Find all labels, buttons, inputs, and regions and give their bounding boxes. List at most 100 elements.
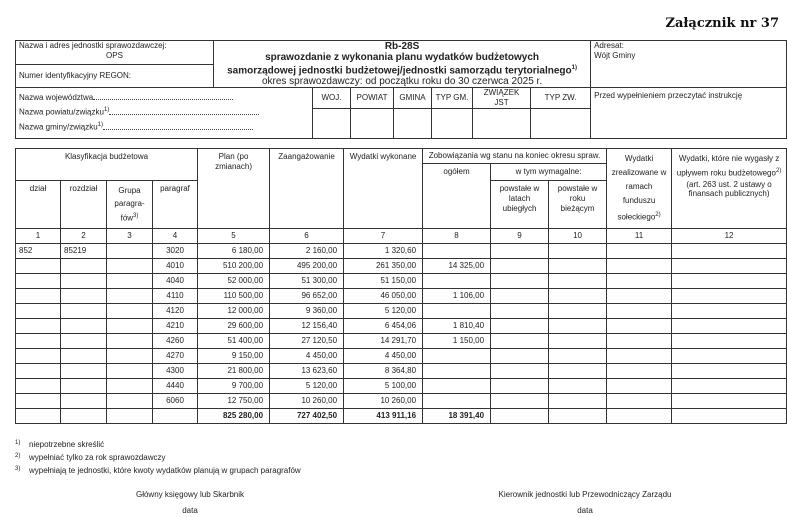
- cell-prior-years[interactable]: [490, 393, 550, 409]
- cell-solecki-fund[interactable]: [606, 333, 673, 349]
- regon-field[interactable]: Numer identyfikacyjny REGON:: [15, 64, 214, 89]
- cell-current-year[interactable]: [548, 393, 608, 409]
- cell-prior-years[interactable]: [490, 318, 550, 334]
- cell-liabilities-total[interactable]: [422, 348, 492, 364]
- cell-expenses[interactable]: 51 150,00: [343, 273, 424, 289]
- cell-liabilities-total[interactable]: 1 150,00: [422, 333, 492, 349]
- cell-solecki-fund[interactable]: [606, 318, 673, 334]
- cell-non-expiring[interactable]: [671, 258, 787, 274]
- cell-dzial[interactable]: 852: [15, 243, 61, 259]
- cell-rozdzial[interactable]: [60, 288, 107, 304]
- cell-non-expiring[interactable]: [671, 378, 787, 394]
- code-gmina-input[interactable]: [393, 108, 432, 140]
- cell-paragraf[interactable]: 4210: [151, 318, 199, 334]
- cell-dzial[interactable]: [15, 318, 61, 334]
- unit-name-field[interactable]: Nazwa i adres jednostki sprawozdawczej: O…: [15, 39, 214, 66]
- cell-plan[interactable]: 12 000,00: [197, 303, 271, 319]
- cell-paragraf[interactable]: 4010: [151, 258, 199, 274]
- cell-current-year[interactable]: [548, 303, 608, 319]
- cell-non-expiring[interactable]: [671, 318, 787, 334]
- cell-plan[interactable]: 52 000,00: [197, 273, 271, 289]
- cell-plan[interactable]: 9 700,00: [197, 378, 271, 394]
- cell-current-year[interactable]: [548, 288, 608, 304]
- cell-prior-years[interactable]: [490, 348, 550, 364]
- cell-paragraf[interactable]: 4040: [151, 273, 199, 289]
- cell-rozdzial[interactable]: [60, 378, 107, 394]
- cell-solecki-fund[interactable]: [606, 408, 673, 424]
- cell-plan[interactable]: 29 600,00: [197, 318, 271, 334]
- cell-group[interactable]: [106, 243, 153, 259]
- cell-commitment[interactable]: 495 200,00: [269, 258, 345, 274]
- cell-non-expiring[interactable]: [671, 303, 787, 319]
- cell-group[interactable]: [106, 258, 153, 274]
- cell-rozdzial[interactable]: [60, 408, 107, 424]
- cell-rozdzial[interactable]: [60, 363, 107, 379]
- cell-prior-years[interactable]: [490, 303, 550, 319]
- cell-prior-years[interactable]: [490, 333, 550, 349]
- cell-plan[interactable]: 21 800,00: [197, 363, 271, 379]
- code-typ-gm-input[interactable]: [431, 108, 473, 140]
- cell-dzial[interactable]: [15, 273, 61, 289]
- cell-commitment[interactable]: 2 160,00: [269, 243, 345, 259]
- cell-liabilities-total[interactable]: 1 106,00: [422, 288, 492, 304]
- cell-group[interactable]: [106, 393, 153, 409]
- cell-solecki-fund[interactable]: [606, 303, 673, 319]
- cell-plan[interactable]: 825 280,00: [197, 408, 271, 424]
- cell-liabilities-total[interactable]: 1 810,40: [422, 318, 492, 334]
- cell-paragraf[interactable]: [151, 408, 199, 424]
- cell-liabilities-total[interactable]: [422, 273, 492, 289]
- cell-dzial[interactable]: [15, 303, 61, 319]
- cell-rozdzial[interactable]: 85219: [60, 243, 107, 259]
- cell-solecki-fund[interactable]: [606, 393, 673, 409]
- cell-current-year[interactable]: [548, 243, 608, 259]
- cell-plan[interactable]: 9 150,00: [197, 348, 271, 364]
- cell-rozdzial[interactable]: [60, 393, 107, 409]
- cell-prior-years[interactable]: [490, 288, 550, 304]
- cell-current-year[interactable]: [548, 363, 608, 379]
- cell-commitment[interactable]: 727 402,50: [269, 408, 345, 424]
- cell-commitment[interactable]: 4 450,00: [269, 348, 345, 364]
- cell-commitment[interactable]: 12 156,40: [269, 318, 345, 334]
- cell-prior-years[interactable]: [490, 408, 550, 424]
- cell-liabilities-total[interactable]: [422, 393, 492, 409]
- cell-current-year[interactable]: [548, 333, 608, 349]
- cell-expenses[interactable]: 46 050,00: [343, 288, 424, 304]
- cell-prior-years[interactable]: [490, 378, 550, 394]
- cell-current-year[interactable]: [548, 258, 608, 274]
- cell-solecki-fund[interactable]: [606, 378, 673, 394]
- cell-expenses[interactable]: 5 120,00: [343, 303, 424, 319]
- cell-dzial[interactable]: [15, 348, 61, 364]
- cell-plan[interactable]: 510 200,00: [197, 258, 271, 274]
- cell-plan[interactable]: 110 500,00: [197, 288, 271, 304]
- cell-paragraf[interactable]: 4260: [151, 333, 199, 349]
- code-powiat-input[interactable]: [350, 108, 394, 140]
- cell-solecki-fund[interactable]: [606, 288, 673, 304]
- cell-liabilities-total[interactable]: [422, 363, 492, 379]
- cell-liabilities-total[interactable]: 18 391,40: [422, 408, 492, 424]
- cell-non-expiring[interactable]: [671, 408, 787, 424]
- cell-group[interactable]: [106, 288, 153, 304]
- cell-group[interactable]: [106, 348, 153, 364]
- cell-dzial[interactable]: [15, 288, 61, 304]
- cell-commitment[interactable]: 5 120,00: [269, 378, 345, 394]
- cell-liabilities-total[interactable]: [422, 378, 492, 394]
- cell-expenses[interactable]: 14 291,70: [343, 333, 424, 349]
- cell-non-expiring[interactable]: [671, 363, 787, 379]
- cell-non-expiring[interactable]: [671, 243, 787, 259]
- cell-group[interactable]: [106, 363, 153, 379]
- cell-paragraf[interactable]: 6060: [151, 393, 199, 409]
- cell-group[interactable]: [106, 378, 153, 394]
- cell-non-expiring[interactable]: [671, 348, 787, 364]
- cell-plan[interactable]: 51 400,00: [197, 333, 271, 349]
- cell-non-expiring[interactable]: [671, 288, 787, 304]
- cell-current-year[interactable]: [548, 348, 608, 364]
- cell-solecki-fund[interactable]: [606, 363, 673, 379]
- cell-expenses[interactable]: 6 454,06: [343, 318, 424, 334]
- code-woj-input[interactable]: [312, 108, 351, 140]
- cell-group[interactable]: [106, 303, 153, 319]
- cell-paragraf[interactable]: 4110: [151, 288, 199, 304]
- cell-commitment[interactable]: 27 120,50: [269, 333, 345, 349]
- cell-prior-years[interactable]: [490, 243, 550, 259]
- cell-commitment[interactable]: 51 300,00: [269, 273, 345, 289]
- cell-dzial[interactable]: [15, 333, 61, 349]
